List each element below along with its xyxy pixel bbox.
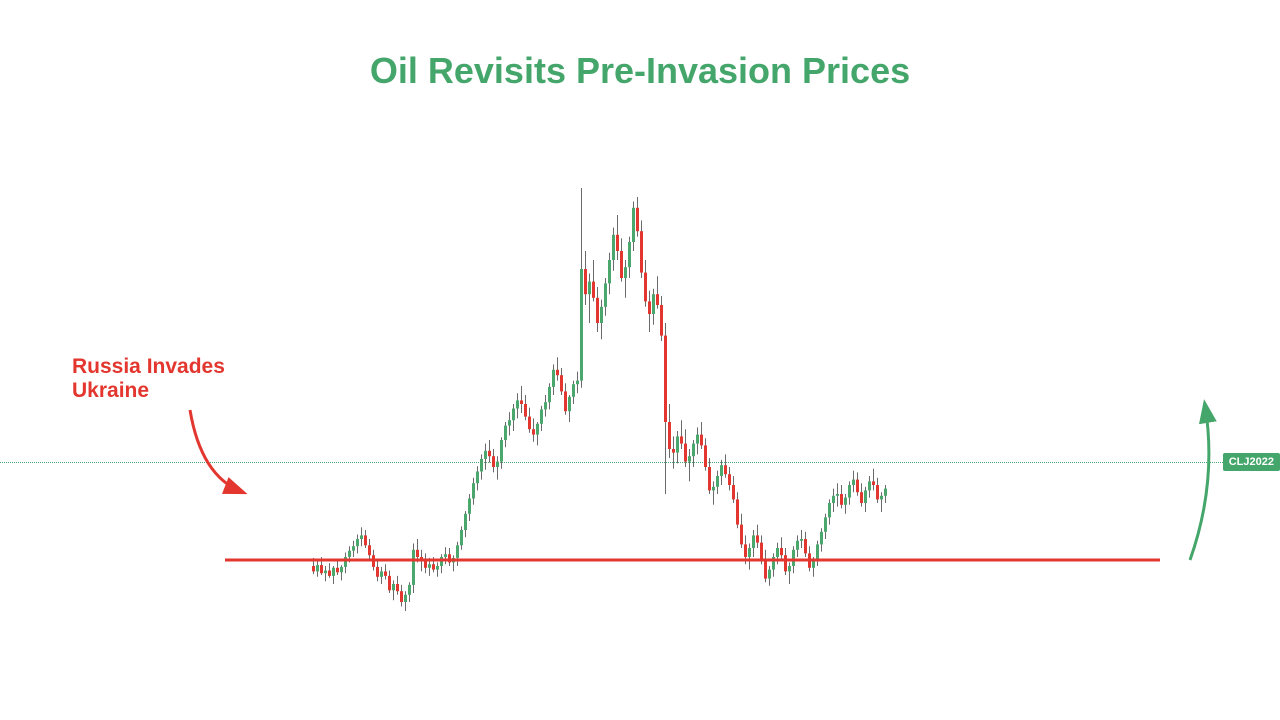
candlestick-chart: Russia Invades Ukraine CLJ2022 xyxy=(0,0,1280,720)
ticker-badge: CLJ2022 xyxy=(1223,453,1280,471)
up-arrow-icon xyxy=(1190,405,1209,560)
annotation-line2: Ukraine xyxy=(72,379,149,402)
current-price-dotted-line xyxy=(0,462,1225,463)
invasion-arrow xyxy=(190,410,242,492)
invasion-annotation: Russia Invades Ukraine xyxy=(72,355,225,403)
annotation-line1: Russia Invades xyxy=(72,355,225,378)
